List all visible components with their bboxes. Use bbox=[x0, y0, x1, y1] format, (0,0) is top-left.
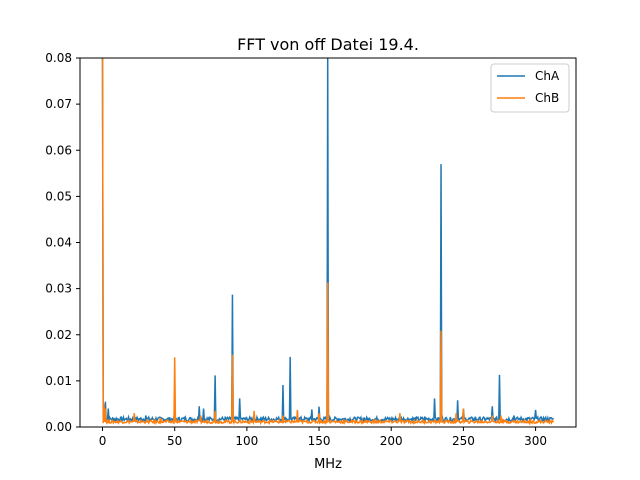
x-axis-label: MHz bbox=[314, 457, 342, 472]
y-tick-label: 0.08 bbox=[45, 51, 72, 65]
x-tick-label: 0 bbox=[99, 434, 107, 448]
x-tick-label: 150 bbox=[308, 434, 331, 448]
x-axis: 0 50 100 150 200 250 300 bbox=[99, 427, 547, 448]
y-tick-label: 0.02 bbox=[45, 328, 72, 342]
y-tick-label: 0.07 bbox=[45, 97, 72, 111]
x-tick-label: 300 bbox=[524, 434, 547, 448]
y-tick-label: 0.00 bbox=[45, 420, 72, 434]
legend-label-chb: ChB bbox=[535, 91, 559, 105]
x-tick-label: 200 bbox=[380, 434, 403, 448]
legend: ChA ChB bbox=[490, 63, 570, 113]
legend-label-cha: ChA bbox=[535, 69, 560, 83]
y-tick-label: 0.01 bbox=[45, 374, 72, 388]
x-tick-label: 100 bbox=[235, 434, 258, 448]
series-line-chb bbox=[101, 58, 555, 426]
y-axis: 0.00 0.01 0.02 0.03 0.04 0.05 0.06 0.07 0.08 bbox=[45, 51, 80, 434]
y-tick-label: 0.06 bbox=[45, 143, 72, 157]
chart-title: FFT von off Datei 19.4. bbox=[237, 35, 419, 54]
x-tick-label: 250 bbox=[452, 434, 475, 448]
y-tick-label: 0.04 bbox=[45, 236, 72, 250]
y-tick-label: 0.03 bbox=[45, 282, 72, 296]
y-tick-label: 0.05 bbox=[45, 189, 72, 203]
x-tick-label: 50 bbox=[167, 434, 182, 448]
